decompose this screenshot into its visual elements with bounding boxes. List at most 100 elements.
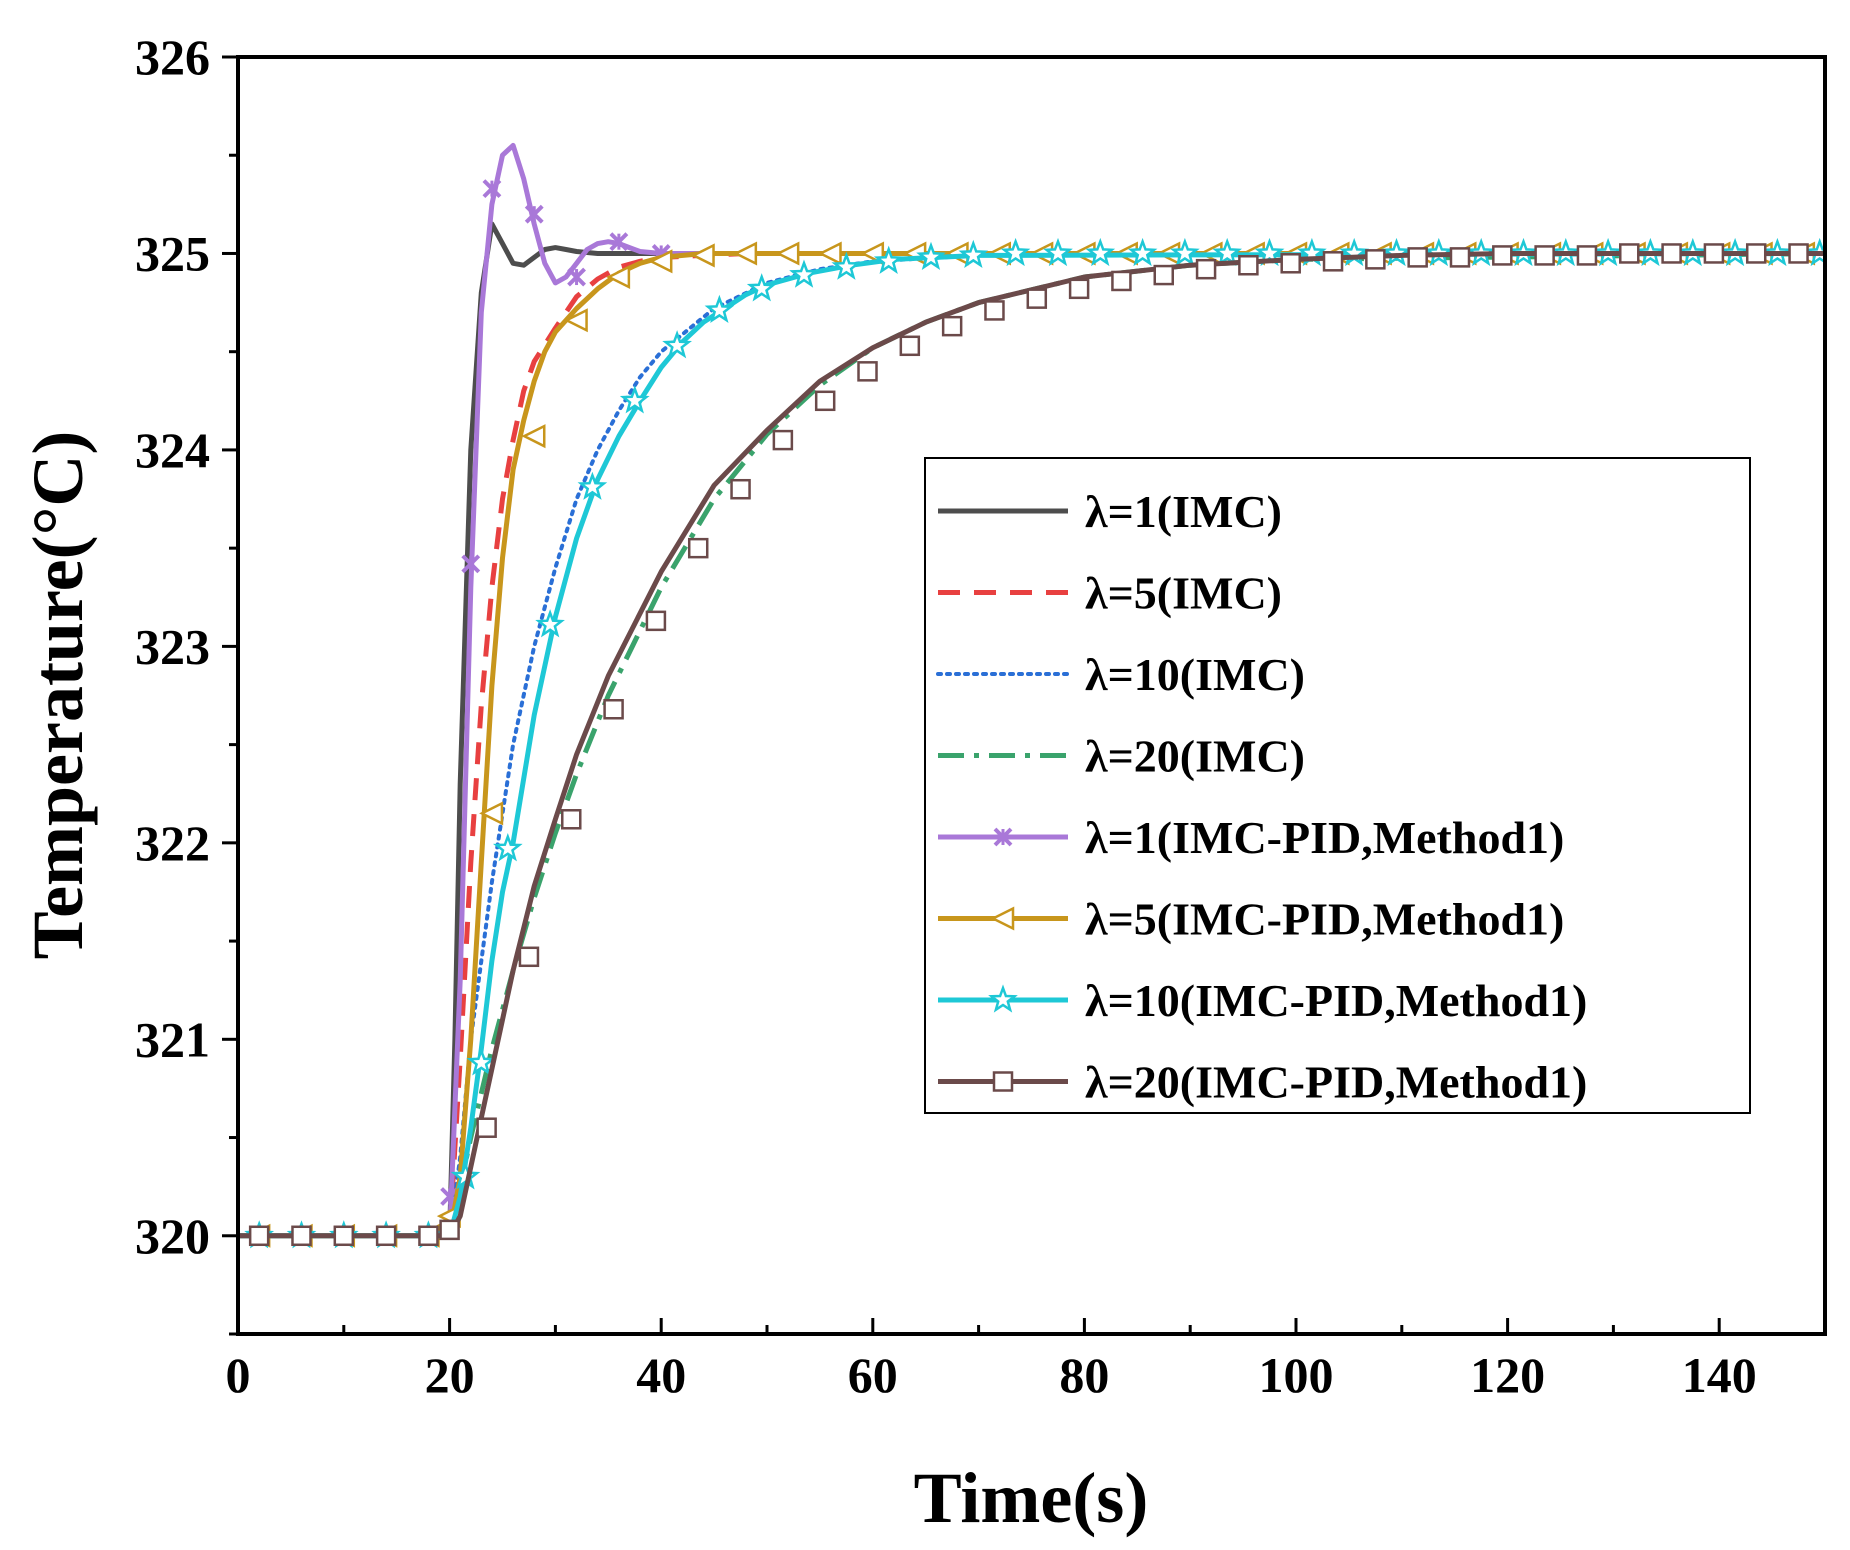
data-point-marker xyxy=(1381,237,1412,267)
data-point-marker xyxy=(1703,243,1725,264)
data-point-marker xyxy=(789,259,819,288)
data-point-marker xyxy=(1280,253,1301,274)
legend-item: λ=5(IMC-PID,Method1) xyxy=(938,894,1564,945)
data-point-marker xyxy=(730,478,751,500)
data-point-marker xyxy=(1322,251,1344,272)
data-point-marker xyxy=(1000,237,1031,267)
data-point-marker xyxy=(482,179,502,199)
y-tick-label: 322 xyxy=(135,815,210,871)
x-tick-label: 100 xyxy=(1259,1347,1334,1403)
x-tick-label: 0 xyxy=(226,1347,251,1403)
legend-item: λ=20(IMC-PID,Method1) xyxy=(938,1057,1587,1108)
data-point-marker xyxy=(831,251,862,280)
legend-item: λ=20(IMC) xyxy=(938,731,1305,782)
data-point-marker xyxy=(1195,258,1217,280)
legend-marker xyxy=(988,984,1018,1013)
legend-marker xyxy=(990,906,1015,931)
data-point-marker xyxy=(492,833,523,862)
legend-label: λ=1(IMC) xyxy=(1085,486,1282,537)
legend-label: λ=10(IMC-PID,Method1) xyxy=(1085,975,1587,1026)
legend-label: λ=5(IMC-PID,Method1) xyxy=(1085,894,1564,945)
legend-marker xyxy=(992,1071,1014,1092)
y-tick-label: 326 xyxy=(135,29,210,85)
data-point-marker xyxy=(1534,245,1555,266)
data-point-marker xyxy=(704,294,735,324)
data-point-marker xyxy=(775,241,800,266)
data-point-marker xyxy=(561,809,582,830)
data-point-marker xyxy=(476,1117,497,1138)
y-tick-label: 321 xyxy=(135,1011,210,1067)
data-point-marker xyxy=(1170,237,1200,267)
series-4 xyxy=(238,251,1825,1239)
data-point-marker xyxy=(733,241,758,266)
data-point-marker xyxy=(518,946,540,968)
legend-label: λ=20(IMC-PID,Method1) xyxy=(1085,1057,1587,1108)
legend-item: λ=10(IMC) xyxy=(936,649,1305,700)
data-point-marker xyxy=(577,471,608,500)
legend-label: λ=10(IMC) xyxy=(1085,649,1305,700)
x-tick-label: 120 xyxy=(1470,1347,1545,1403)
data-point-marker xyxy=(1153,264,1174,286)
data-point-marker xyxy=(1068,278,1090,300)
data-point-marker xyxy=(1619,243,1640,264)
legend-box xyxy=(924,457,1751,1114)
series-layer xyxy=(238,142,1825,1249)
plot-frame xyxy=(236,55,1827,1336)
data-point-marker xyxy=(563,308,588,333)
data-point-marker xyxy=(291,1225,312,1247)
data-point-marker xyxy=(1745,243,1767,264)
x-tick-label: 60 xyxy=(848,1347,898,1403)
data-point-marker xyxy=(461,554,481,574)
data-point-marker xyxy=(645,610,667,632)
data-point-marker xyxy=(814,390,836,412)
legend-label: λ=20(IMC) xyxy=(1085,731,1305,782)
data-point-marker xyxy=(418,1225,439,1247)
x-tick-label: 80 xyxy=(1059,1347,1109,1403)
legend-marker xyxy=(993,827,1013,847)
data-point-marker xyxy=(479,801,504,826)
data-point-marker xyxy=(1085,237,1116,267)
legend: λ=1(IMC) λ=5(IMC) λ=10(IMC) λ=20(IMC) λ=1(IM… xyxy=(924,457,1751,1114)
x-tick-label: 40 xyxy=(636,1347,686,1403)
data-point-marker xyxy=(1661,243,1682,264)
series-line xyxy=(238,221,1825,1239)
x-axis-title: Time(s) xyxy=(914,1458,1149,1538)
data-point-marker xyxy=(899,335,921,357)
data-point-marker xyxy=(1788,243,1809,264)
x-tick-label: 20 xyxy=(425,1347,475,1403)
legend-item: λ=5(IMC) xyxy=(938,568,1282,619)
x-tick-label: 140 xyxy=(1682,1347,1757,1403)
data-point-marker xyxy=(535,609,565,638)
data-point-marker xyxy=(619,385,650,414)
legend-label: λ=5(IMC) xyxy=(1085,568,1282,619)
data-point-marker xyxy=(662,330,692,359)
y-tick-label: 325 xyxy=(135,225,210,281)
series-8 xyxy=(238,243,1825,1247)
data-point-marker xyxy=(1026,288,1048,309)
data-point-marker xyxy=(1043,237,1073,267)
data-point-marker xyxy=(941,315,963,337)
data-point-marker xyxy=(772,429,794,451)
data-point-marker xyxy=(817,241,842,266)
data-point-marker xyxy=(1212,237,1243,267)
data-point-marker xyxy=(521,424,546,449)
data-point-marker xyxy=(1127,237,1158,267)
y-tick-label: 323 xyxy=(135,618,210,674)
data-point-marker xyxy=(1492,245,1513,266)
data-point-marker xyxy=(746,273,777,302)
data-point-marker xyxy=(606,265,631,290)
data-point-marker xyxy=(687,537,709,559)
data-point-marker xyxy=(857,361,878,382)
data-point-marker xyxy=(648,249,673,274)
legend-item: λ=10(IMC-PID,Method1) xyxy=(938,975,1587,1026)
data-point-marker xyxy=(984,300,1005,321)
data-point-marker xyxy=(609,232,629,252)
data-point-marker xyxy=(603,699,624,720)
legend-item: λ=1(IMC-PID,Method1) xyxy=(938,812,1564,863)
data-point-marker xyxy=(567,267,586,287)
ticks-layer: 0 20 40 60 80 100 120 140 320 321 322 323 324 325 326 xyxy=(135,29,1757,1403)
data-point-marker xyxy=(873,245,904,274)
y-axis-title: Temperature(°C) xyxy=(18,431,98,960)
data-point-marker xyxy=(466,1047,497,1076)
data-point-marker xyxy=(1111,270,1132,292)
